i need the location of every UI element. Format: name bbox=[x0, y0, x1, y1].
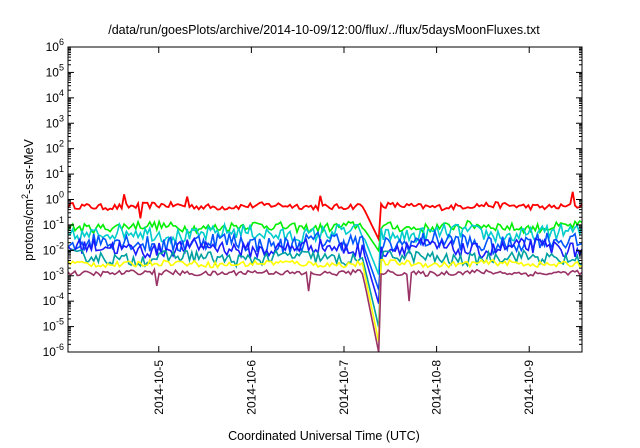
series-line-1 bbox=[68, 191, 582, 243]
x-tick-label: 2014-10-9 bbox=[522, 360, 536, 415]
y-tick-label: 10-6 bbox=[43, 342, 64, 359]
y-tick-label: 102 bbox=[46, 139, 64, 156]
y-tick-label: 106 bbox=[46, 37, 64, 54]
x-axis: 2014-10-5 2014-10-6 2014-10-7 2014-10-8 2014… bbox=[152, 47, 536, 415]
y-tick-label: 100 bbox=[46, 190, 64, 207]
y-axis-title: protons/cm2-s-sr-MeV bbox=[20, 138, 36, 260]
series-line-4 bbox=[68, 228, 582, 291]
series-line-8 bbox=[68, 266, 582, 352]
y-tick-label: 104 bbox=[46, 88, 64, 105]
series-line-3 bbox=[68, 221, 582, 275]
y-tick-label: 101 bbox=[46, 164, 64, 181]
y-tick-label: 103 bbox=[46, 113, 64, 130]
y-tick-label: 10-5 bbox=[43, 317, 64, 334]
series-line-7 bbox=[68, 258, 582, 343]
y-tick-label: 105 bbox=[46, 62, 64, 79]
chart-title: /data/run/goesPlots/archive/2014-10-09/1… bbox=[108, 23, 540, 37]
series-line-2 bbox=[68, 218, 582, 254]
series-line-5 bbox=[68, 236, 582, 304]
x-tick-label: 2014-10-7 bbox=[337, 360, 351, 415]
y-tick-label: 10-4 bbox=[43, 291, 64, 308]
x-tick-label: 2014-10-5 bbox=[152, 360, 166, 415]
plot-frame bbox=[67, 46, 583, 353]
plot-area bbox=[67, 46, 583, 353]
x-axis-title: Coordinated Universal Time (UTC) bbox=[228, 429, 420, 443]
x-tick-label: 2014-10-8 bbox=[430, 360, 444, 415]
x-tick-label: 2014-10-6 bbox=[244, 360, 258, 415]
y-tick-label: 10-3 bbox=[43, 266, 64, 283]
series-line-6 bbox=[68, 248, 582, 328]
y-tick-label: 10-2 bbox=[43, 240, 64, 257]
y-tick-label: 10-1 bbox=[43, 215, 64, 232]
